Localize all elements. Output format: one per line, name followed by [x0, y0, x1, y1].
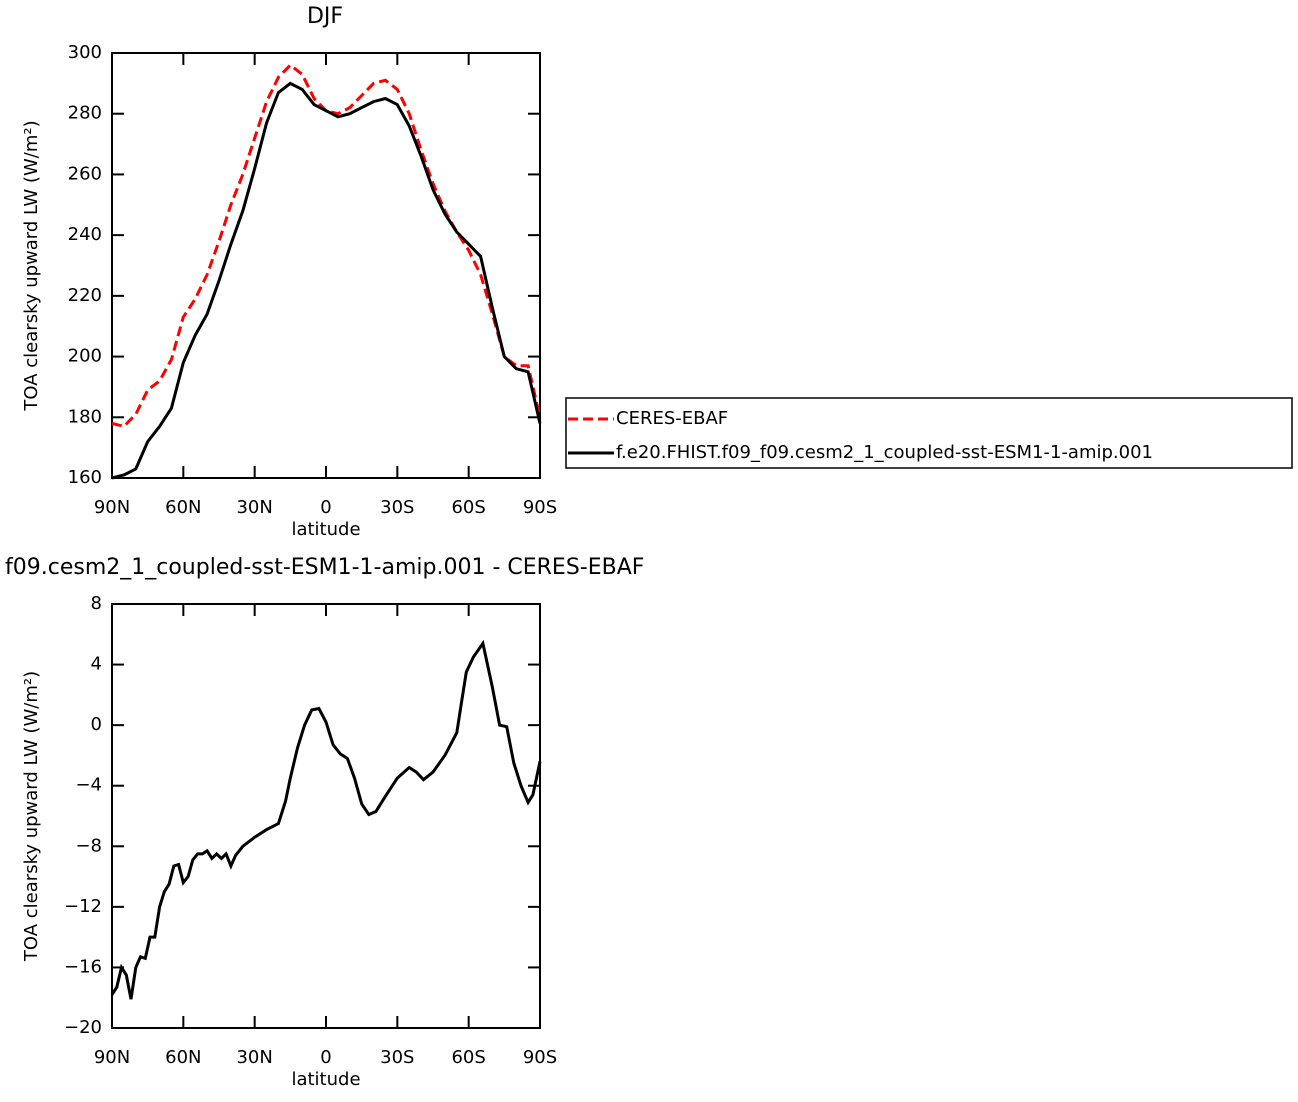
- data-line: [111, 63, 542, 429]
- legend-label: f.e20.FHIST.f09_f09.cesm2_1_coupled-sst-…: [616, 442, 1153, 463]
- y-axis-label: TOA clearsky upward LW (W/m²): [21, 120, 42, 411]
- y-tick-label: 280: [68, 103, 102, 124]
- x-axis-label: latitude: [291, 1069, 360, 1090]
- legend-box: [565, 397, 1293, 469]
- y-tick-label: −12: [64, 896, 102, 917]
- y-tick-label: 160: [68, 467, 102, 488]
- x-tick-label: 60N: [165, 1047, 201, 1068]
- x-tick-label: 30N: [236, 497, 272, 518]
- plot-frame: [111, 603, 541, 1029]
- data-line: [110, 639, 542, 1000]
- y-tick-label: −8: [75, 835, 102, 856]
- chart-title: f09.cesm2_1_coupled-sst-ESM1-1-amip.001 …: [5, 555, 644, 580]
- y-tick-label: −20: [64, 1017, 102, 1038]
- y-tick-label: 8: [91, 593, 102, 614]
- y-tick-label: −16: [64, 956, 102, 977]
- x-tick-label: 60S: [451, 1047, 485, 1068]
- y-tick-label: 220: [68, 285, 102, 306]
- x-tick-label: 60S: [451, 497, 485, 518]
- y-tick-label: −4: [75, 775, 102, 796]
- data-line: [111, 81, 542, 480]
- plot-frame: [111, 52, 541, 479]
- x-tick-label: 30N: [236, 1047, 272, 1068]
- y-tick-label: 0: [91, 714, 102, 735]
- y-tick-label: 240: [68, 224, 102, 245]
- y-tick-label: 300: [68, 42, 102, 63]
- legend-label: CERES-EBAF: [616, 408, 728, 429]
- x-tick-label: 0: [320, 497, 331, 518]
- x-tick-label: 60N: [165, 497, 201, 518]
- x-tick-label: 90N: [94, 497, 130, 518]
- x-tick-label: 0: [320, 1047, 331, 1068]
- x-axis-label: latitude: [291, 519, 360, 540]
- x-tick-label: 90S: [523, 497, 557, 518]
- x-tick-label: 90N: [94, 1047, 130, 1068]
- chart-title: DJF: [307, 4, 343, 29]
- x-tick-label: 30S: [380, 497, 414, 518]
- y-tick-label: 200: [68, 346, 102, 367]
- y-axis-label: TOA clearsky upward LW (W/m²): [21, 671, 42, 962]
- x-tick-label: 30S: [380, 1047, 414, 1068]
- y-tick-label: 4: [91, 654, 102, 675]
- x-tick-label: 90S: [523, 1047, 557, 1068]
- y-tick-label: 260: [68, 163, 102, 184]
- y-tick-label: 180: [68, 406, 102, 427]
